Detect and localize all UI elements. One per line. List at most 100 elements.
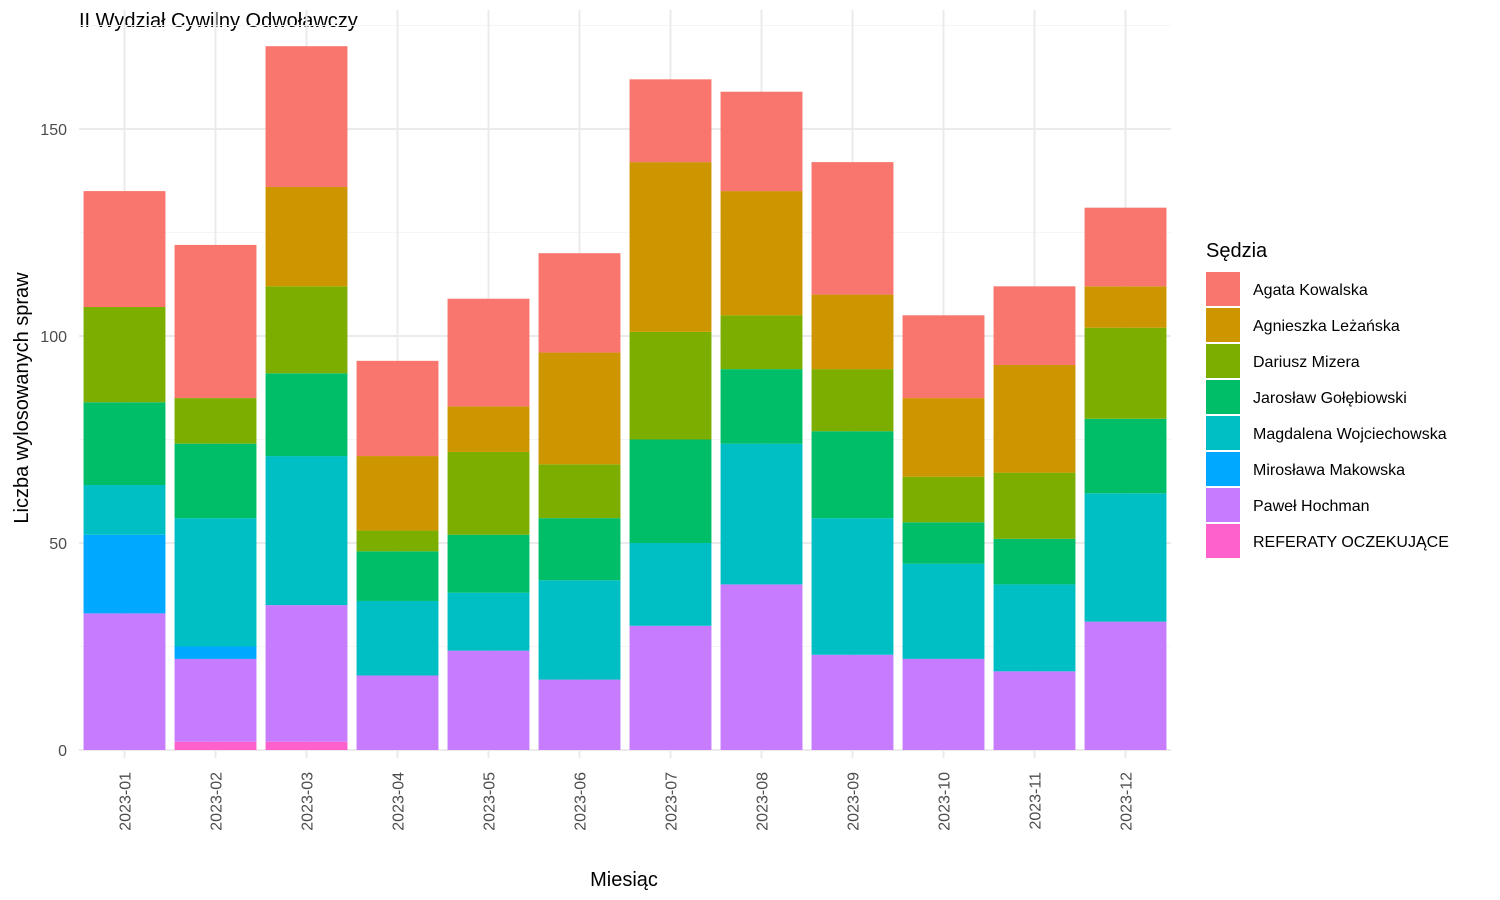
x-axis-title: Miesiąc (590, 869, 658, 891)
bar-segment (356, 360, 439, 457)
bar-segment (720, 584, 803, 750)
legend-label: Jarosław Gołębiowski (1253, 390, 1407, 407)
bar-segment (83, 485, 166, 535)
y-axis-title: Liczba wylosowanych spraw (11, 272, 33, 524)
bar-segment (265, 456, 348, 606)
bar-segment (83, 402, 166, 486)
bar-segment (629, 79, 712, 163)
bar-segment (538, 464, 621, 519)
bar-segment (447, 534, 530, 593)
bar-segment (174, 398, 257, 444)
bar-segment (993, 472, 1076, 539)
x-tick-label: 2023-11 (1028, 772, 1045, 830)
y-tick-label: 50 (49, 536, 67, 553)
legend-key (1206, 452, 1240, 486)
bar-segment (447, 406, 530, 452)
bar-segment (538, 679, 621, 750)
x-tick-label: 2023-04 (391, 772, 408, 831)
bar-segment (174, 658, 257, 742)
legend-label: Magdalena Wojciechowska (1253, 426, 1447, 443)
bar-segment (902, 476, 985, 523)
legend-key (1206, 488, 1240, 522)
bar-segment (265, 186, 348, 287)
bar-segment (1084, 621, 1167, 750)
legend-label: Paweł Hochman (1253, 498, 1370, 515)
y-tick-label: 0 (58, 743, 67, 760)
bar-segment (447, 298, 530, 407)
bar-segment (83, 613, 166, 750)
legend-label: Mirosława Makowska (1253, 462, 1405, 479)
bar-segment (993, 286, 1076, 365)
bar-segment (1084, 493, 1167, 622)
bar-segment (538, 518, 621, 581)
bar-segment (902, 398, 985, 477)
bar-segment (83, 191, 166, 308)
bar-segment (811, 294, 894, 370)
bar-segment (811, 518, 894, 655)
legend-label: Agata Kowalska (1253, 282, 1368, 299)
legend-label: Dariusz Mizera (1253, 354, 1360, 371)
bar-segment (174, 741, 257, 750)
bar-segment (174, 244, 257, 399)
bar-segment (629, 543, 712, 626)
y-tick-label: 150 (40, 122, 67, 139)
bar-segment (538, 253, 621, 353)
bar-segment (720, 369, 803, 444)
bar-segment (720, 443, 803, 585)
bar-segment (902, 658, 985, 750)
x-tick-label: 2023-09 (846, 772, 863, 831)
x-tick-label: 2023-06 (573, 772, 590, 831)
bar-segment (265, 46, 348, 187)
bar-segment (447, 592, 530, 651)
y-tick-label: 100 (40, 329, 67, 346)
bar-segment (720, 91, 803, 192)
x-tick-label: 2023-02 (209, 772, 226, 831)
x-tick-label: 2023-08 (755, 772, 772, 831)
x-tick-label: 2023-01 (118, 772, 135, 831)
legend-label: Agnieszka Leżańska (1253, 318, 1400, 335)
bar-segment (356, 551, 439, 601)
bar-segment (356, 600, 439, 676)
bar-segment (265, 605, 348, 742)
bar-segment (1084, 327, 1167, 419)
bar-segment (447, 451, 530, 535)
bar-segment (1084, 286, 1167, 328)
bar-segment (356, 456, 439, 531)
y-axis-ticks: 0 50 100 150 (40, 122, 67, 760)
chart-title: II Wydział Cywilny Odwoławczy (79, 10, 358, 32)
legend-key (1206, 524, 1240, 558)
bar-segment (993, 671, 1076, 750)
bar-segment (1084, 207, 1167, 287)
bar-segment (629, 439, 712, 543)
bars (83, 46, 1167, 750)
bar-segment (174, 518, 257, 647)
legend-title: Sędzia (1206, 240, 1268, 262)
bar-segment (811, 162, 894, 295)
bar-segment (629, 162, 712, 332)
legend-key (1206, 416, 1240, 450)
bar-segment (1084, 418, 1167, 494)
legend-key (1206, 380, 1240, 414)
bar-segment (265, 373, 348, 457)
legend-key (1206, 344, 1240, 378)
bar-segment (902, 522, 985, 564)
bar-segment (811, 431, 894, 519)
bar-segment (83, 307, 166, 403)
bar-segment (356, 530, 439, 552)
bar-segment (993, 538, 1076, 585)
bar-segment (902, 563, 985, 659)
bar-segment (356, 675, 439, 750)
legend-key (1206, 308, 1240, 342)
bar-segment (538, 580, 621, 680)
bar-segment (720, 191, 803, 316)
bar-segment (993, 584, 1076, 672)
x-axis-ticks: 2023-01 2023-02 2023-03 2023-04 2023-05 2023-… (118, 772, 1136, 831)
bar-segment (629, 331, 712, 440)
legend-key (1206, 272, 1240, 306)
bar-segment (629, 625, 712, 750)
legend: Sędzia Agata Kowalska Agnieszka Leżańska D… (1206, 240, 1449, 558)
x-tick-label: 2023-03 (300, 772, 317, 831)
bar-segment (447, 650, 530, 750)
bar-segment (265, 286, 348, 374)
